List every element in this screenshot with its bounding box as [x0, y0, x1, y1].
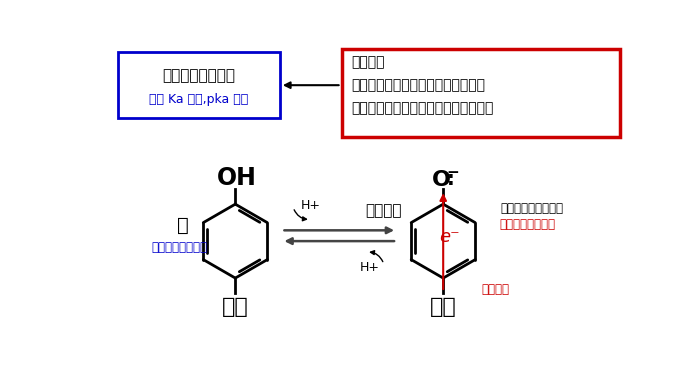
Text: 電子供与性が強いほど、共役塩基の: 電子供与性が強いほど、共役塩基の	[351, 79, 485, 93]
Text: 供与: 供与	[430, 297, 456, 317]
Text: −: −	[446, 165, 459, 180]
Text: H+: H+	[359, 261, 379, 274]
Text: 酸: 酸	[177, 216, 189, 235]
Text: 酸の Ka は小,pka は大: 酸の Ka は小,pka は大	[149, 93, 248, 106]
Text: O: O	[432, 169, 451, 189]
Text: 負電荷の安定性低下: 負電荷の安定性低下	[500, 202, 563, 215]
Text: e⁻: e⁻	[439, 228, 460, 246]
Text: OH: OH	[217, 166, 257, 190]
FancyBboxPatch shape	[118, 53, 280, 118]
Text: H+: H+	[301, 199, 321, 212]
Text: 酸の酸性度は弱い: 酸の酸性度は弱い	[163, 68, 236, 83]
FancyBboxPatch shape	[341, 48, 621, 137]
Text: :: :	[447, 170, 455, 189]
Text: 置換基の: 置換基の	[351, 56, 385, 69]
Text: 塩基性が強くなる: 塩基性が強くなる	[500, 218, 556, 231]
Text: 供与: 供与	[222, 297, 248, 317]
Text: 共役塩基: 共役塩基	[365, 203, 401, 218]
Text: 酸性度が弱くなる: 酸性度が弱くなる	[152, 241, 208, 254]
Text: 負電荷の安定性は低く、塩基性は強い: 負電荷の安定性は低く、塩基性は強い	[351, 102, 493, 116]
Text: 電子供与: 電子供与	[482, 283, 510, 296]
